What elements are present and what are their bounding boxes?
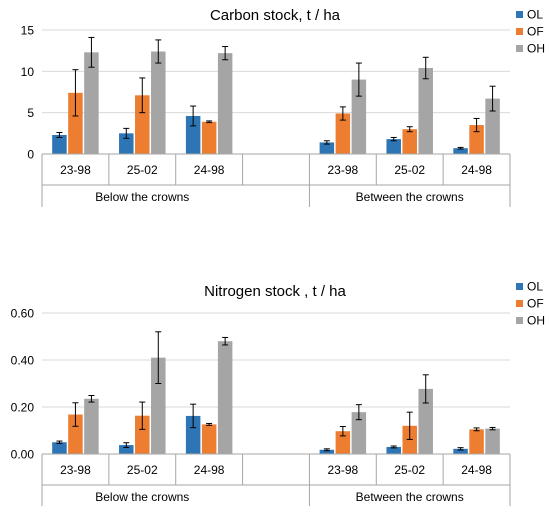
bar-of [68, 414, 83, 454]
bar-oh [485, 428, 500, 454]
bar-of [201, 121, 217, 154]
bar-oh [84, 398, 99, 454]
legend-label: OL [527, 280, 543, 294]
x-category-label: 23-98 [328, 163, 359, 177]
x-category-label: 23-98 [60, 463, 91, 477]
bar-oh [84, 52, 99, 154]
legend-swatch-of [516, 300, 523, 307]
x-group-label: Between the crowns [356, 190, 464, 204]
legend-label: OH [527, 42, 545, 56]
bar-ol [119, 445, 134, 454]
bar-ol [185, 115, 201, 154]
legend-label: OF [527, 25, 544, 39]
legend-swatch-oh [516, 45, 523, 52]
bar-oh [418, 68, 433, 154]
x-category-label: 25-02 [127, 463, 158, 477]
bar-oh [217, 53, 233, 154]
chart-title: Nitrogen stock , t / ha [204, 283, 346, 300]
bar-oh [217, 341, 233, 454]
error-bars [56, 36, 496, 150]
x-group-label: Between the crowns [356, 490, 464, 504]
x-group-label: Below the crowns [95, 490, 189, 504]
bar-ol [386, 446, 401, 454]
bar-of [469, 125, 484, 154]
x-group-label: Below the crowns [95, 190, 189, 204]
bar-of [135, 95, 150, 154]
bar-oh [151, 51, 166, 154]
x-category-label: 23-98 [328, 463, 359, 477]
nitrogen-stock-chart: Nitrogen stock , t / ha 0.00 0.20 0.40 0.60… [11, 280, 545, 506]
bar-ol [52, 134, 67, 154]
bar-ol [52, 442, 67, 454]
x-category-label: 25-02 [394, 163, 425, 177]
bar-ol [319, 449, 335, 454]
bar-of [469, 429, 484, 454]
bar-ol [453, 448, 468, 454]
y-gridlines [42, 312, 510, 408]
bar-oh [418, 388, 433, 454]
x-category-label: 24-98 [461, 463, 492, 477]
chart-title: Carbon stock, t / ha [210, 7, 341, 24]
bar-of [201, 424, 217, 454]
bar-oh [151, 357, 166, 454]
bar-oh [485, 98, 500, 154]
bar-ol [453, 148, 468, 154]
bar-oh [351, 412, 367, 454]
bar-ol [319, 142, 335, 154]
x-category-label: 24-98 [194, 463, 225, 477]
y-gridlines [42, 29, 510, 114]
error-bars [56, 331, 496, 452]
legend-swatch-ol [516, 283, 523, 290]
x-category-label: 25-02 [127, 163, 158, 177]
x-category-label: 25-02 [394, 463, 425, 477]
y-tick-label: 0.00 [11, 448, 35, 462]
bar-oh [351, 79, 367, 154]
legend-label: OL [527, 8, 543, 22]
legend-swatch-of [516, 28, 523, 35]
carbon-stock-chart: Carbon stock, t / ha 0 5 10 15 23-98 25-02 24… [21, 7, 545, 207]
x-category-label: 24-98 [461, 163, 492, 177]
bar-ol [386, 139, 401, 154]
x-category-label: 23-98 [60, 163, 91, 177]
y-tick-label: 15 [21, 24, 35, 38]
y-tick-label: 5 [27, 106, 34, 120]
y-axis-tick-labels: 0.00 0.20 0.40 0.60 [11, 307, 35, 462]
legend-swatch-oh [516, 317, 523, 324]
bar-of [335, 113, 351, 154]
legend: OL OF OH [516, 8, 545, 56]
y-axis-tick-labels: 0 5 10 15 [21, 24, 35, 162]
legend-swatch-ol [516, 11, 523, 18]
x-axis: 23-98 25-02 24-98 Below the crowns 23-98 25-0… [41, 153, 511, 207]
bar-ol [185, 415, 201, 454]
legend-label: OF [527, 297, 544, 311]
y-tick-label: 10 [21, 65, 35, 79]
bar-of [402, 129, 417, 154]
y-tick-label: 0 [27, 148, 34, 162]
x-axis: 23-98 25-02 24-98 Below the crowns 23-98 25-0… [41, 453, 511, 506]
bar-of [68, 92, 83, 154]
legend: OL OF OH [516, 280, 545, 328]
x-category-label: 24-98 [194, 163, 225, 177]
y-tick-label: 0.40 [11, 354, 35, 368]
bars [52, 51, 500, 154]
bars [52, 341, 500, 454]
y-tick-label: 0.20 [11, 401, 35, 415]
legend-label: OH [527, 314, 545, 328]
bar-ol [119, 133, 134, 154]
bar-of [135, 415, 150, 454]
bar-of [335, 431, 351, 454]
y-tick-label: 0.60 [11, 307, 35, 321]
